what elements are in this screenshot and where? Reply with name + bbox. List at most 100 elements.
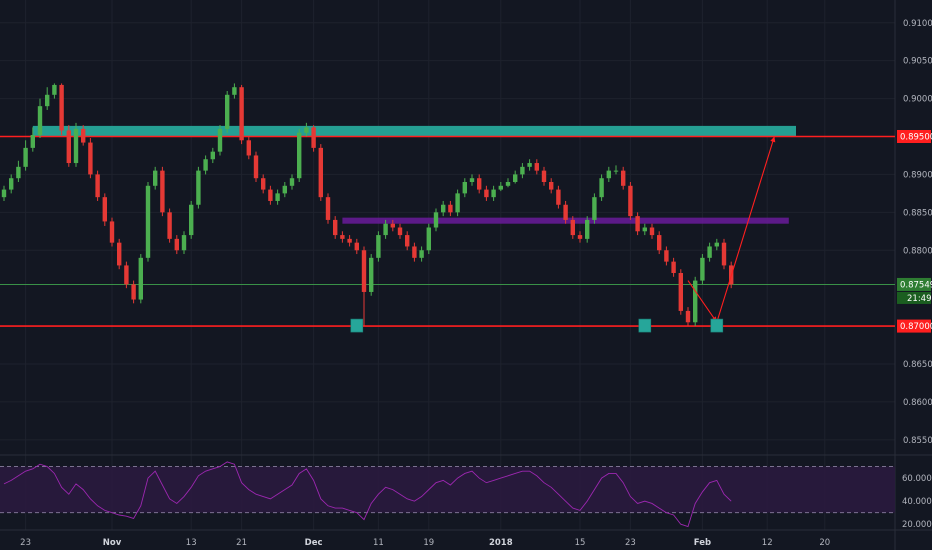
- candle-body: [30, 134, 35, 148]
- candle-body: [671, 261, 676, 273]
- projection-arrowhead: [770, 136, 776, 143]
- candle-body: [649, 227, 655, 236]
- candle-body: [268, 189, 273, 201]
- candle-body: [333, 219, 338, 236]
- candle-body: [563, 204, 568, 220]
- time-tick-label: Feb: [694, 538, 711, 548]
- candle-body: [88, 142, 93, 175]
- candle-body: [145, 185, 151, 258]
- candle-body: [657, 235, 662, 251]
- candle-body: [390, 223, 395, 228]
- candle-body: [412, 246, 417, 258]
- candle-body: [520, 166, 525, 175]
- candle-body: [556, 189, 561, 205]
- candle-body: [318, 147, 323, 198]
- level-price-label: 0.87000: [900, 322, 932, 332]
- candle-body: [549, 182, 554, 190]
- current-price-label: 0.87549: [900, 280, 932, 290]
- candle-body: [621, 170, 626, 186]
- candle-body: [52, 84, 57, 95]
- candle-body: [246, 140, 251, 156]
- support-touch-marker[interactable]: [350, 318, 364, 333]
- candle-body: [203, 159, 208, 171]
- candle-body: [1, 189, 7, 198]
- level-price-tag: [897, 130, 931, 143]
- candle-body: [81, 128, 86, 143]
- candle-body: [613, 170, 619, 172]
- candle-body: [210, 151, 215, 160]
- candle-body: [405, 235, 410, 247]
- candle-body: [225, 94, 230, 129]
- countdown-label: 21:49: [907, 294, 932, 304]
- candle-body: [484, 189, 489, 198]
- support-touch-marker[interactable]: [710, 318, 724, 333]
- candle-body: [678, 273, 683, 311]
- candle-body: [95, 174, 100, 198]
- support-touch-marker[interactable]: [638, 318, 652, 333]
- candle-body: [498, 185, 503, 190]
- candle-body: [426, 227, 431, 251]
- candle-body: [117, 242, 122, 266]
- candle-body: [160, 170, 165, 213]
- candle-body: [181, 235, 187, 251]
- candle-body: [599, 178, 604, 198]
- candle-body: [477, 178, 482, 190]
- rsi-line[interactable]: [3, 461, 732, 528]
- current-price-tag: [897, 277, 931, 291]
- candle-body: [534, 163, 539, 171]
- candle-body: [642, 227, 647, 232]
- teal-zone[interactable]: [32, 125, 797, 137]
- candle-body: [59, 84, 64, 131]
- level-price-tag: [897, 319, 931, 333]
- candle-body: [376, 235, 381, 258]
- time-tick-label: 11: [373, 538, 384, 548]
- candle-body: [16, 166, 21, 179]
- candle-body: [102, 197, 107, 222]
- candle-body: [275, 193, 280, 201]
- candle-body: [635, 216, 640, 232]
- candle-body: [441, 204, 446, 213]
- time-tick-label: Nov: [103, 538, 122, 548]
- candle-body: [196, 170, 201, 205]
- candle-body: [541, 170, 547, 182]
- candle-body: [325, 197, 331, 220]
- time-tick-label: 2018: [489, 538, 513, 548]
- candle-body: [383, 223, 388, 236]
- candle-body: [347, 238, 352, 243]
- candle-body: [693, 280, 698, 323]
- candle-body: [253, 155, 259, 179]
- candle-body: [397, 227, 403, 236]
- candle-body: [174, 238, 179, 251]
- candle-body: [585, 219, 590, 239]
- candle-body: [131, 284, 136, 300]
- candle-body: [189, 204, 194, 236]
- candle-body: [23, 147, 28, 167]
- candle-body: [527, 163, 532, 167]
- candle-body: [592, 197, 597, 220]
- time-tick-label: 20: [819, 538, 830, 548]
- time-tick-label: 12: [762, 538, 773, 548]
- candle-body: [369, 257, 374, 292]
- time-tick-label: 21: [236, 538, 247, 548]
- candle-body: [37, 106, 43, 135]
- candle-body: [577, 235, 583, 239]
- time-tick-label: Dec: [305, 538, 323, 548]
- candle-body: [340, 235, 345, 239]
- candle-body: [505, 182, 511, 186]
- time-tick-label: 23: [20, 538, 31, 548]
- candle-body: [491, 189, 496, 198]
- candle-body: [261, 178, 266, 190]
- candle-body: [354, 242, 359, 251]
